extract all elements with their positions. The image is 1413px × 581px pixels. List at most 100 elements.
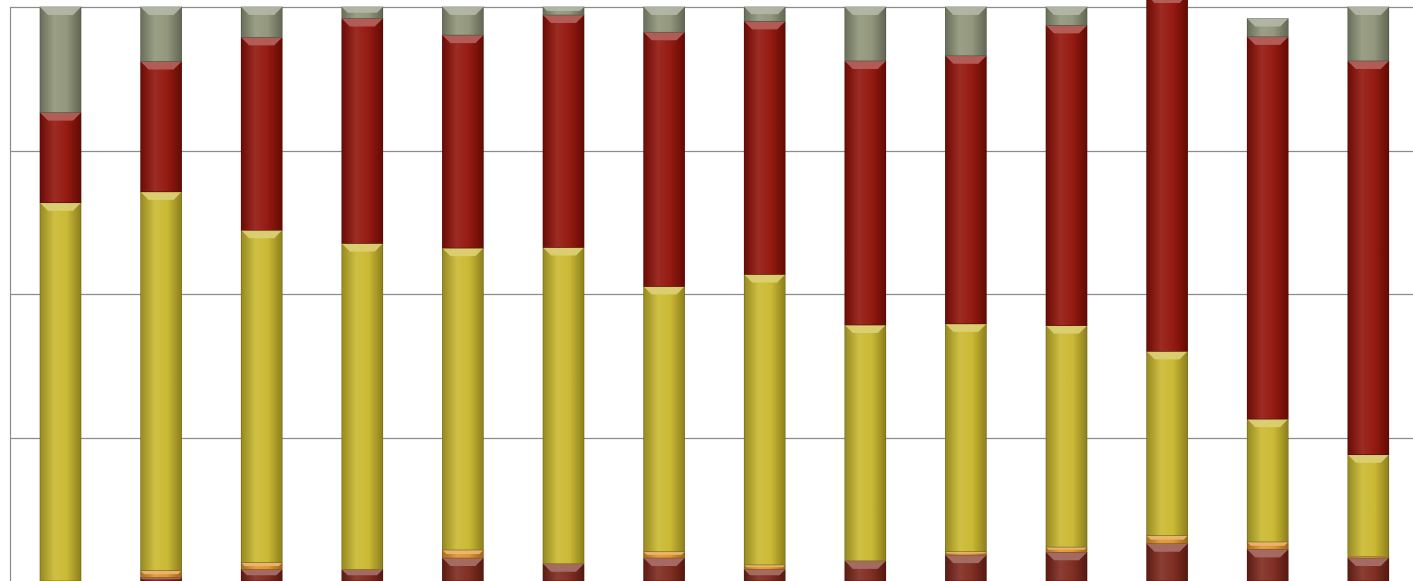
bar-segment-bevel bbox=[1146, 535, 1188, 540]
bar-segment bbox=[1146, 351, 1188, 536]
bar-segment bbox=[542, 14, 585, 248]
bar-segment bbox=[945, 55, 987, 325]
bar-segment-bevel bbox=[341, 569, 383, 576]
bar-segment-bevel bbox=[844, 324, 886, 333]
bar-segment bbox=[1246, 36, 1289, 420]
bar-segment-bevel bbox=[844, 60, 886, 69]
bar-segment-bevel bbox=[945, 7, 987, 15]
bar-stack bbox=[1045, 6, 1088, 581]
bar-segment-bevel bbox=[442, 550, 484, 555]
bar-segment bbox=[341, 18, 384, 244]
bar-stack bbox=[643, 6, 685, 581]
bar-segment-bevel bbox=[1151, 0, 1183, 3]
bar-segment bbox=[844, 324, 887, 562]
bar-segment bbox=[945, 6, 987, 57]
bar-segment-bevel bbox=[1046, 7, 1087, 15]
bar-segment-bevel bbox=[744, 569, 786, 576]
bar-segment-bevel bbox=[1046, 325, 1087, 334]
bar-segment bbox=[140, 6, 182, 62]
bar-segment-bevel bbox=[1247, 549, 1289, 558]
bar-segment bbox=[1246, 418, 1289, 543]
bar-segment bbox=[39, 6, 82, 113]
bar-segment-bevel bbox=[241, 569, 283, 576]
bar-segment-bevel bbox=[241, 230, 283, 239]
bar-segment-bevel bbox=[1046, 25, 1087, 34]
bar-stack bbox=[1347, 6, 1390, 581]
bar-segment bbox=[542, 247, 585, 565]
bar-segment-bevel bbox=[40, 202, 81, 211]
bar-segment-bevel bbox=[140, 570, 182, 575]
bar-segment bbox=[844, 60, 887, 326]
bar-segment-bevel bbox=[1146, 543, 1188, 552]
bar-segment-bevel bbox=[1046, 552, 1087, 561]
bar-segment-bevel bbox=[1347, 454, 1389, 463]
bar-stack bbox=[1146, 0, 1188, 581]
bar-segment-bevel bbox=[40, 7, 81, 15]
bar-stack bbox=[341, 6, 384, 581]
bar-segment bbox=[442, 247, 484, 551]
bar-segment-bevel bbox=[140, 7, 182, 15]
bar-segment-bevel bbox=[442, 7, 484, 15]
bar-stack bbox=[743, 6, 786, 581]
bar-segment-bevel bbox=[643, 286, 685, 295]
bar-segment-bevel bbox=[140, 191, 182, 200]
bar-segment bbox=[1347, 60, 1390, 456]
bar-stack bbox=[945, 6, 987, 581]
bar-segment-bevel bbox=[442, 248, 484, 257]
bar-segment bbox=[844, 6, 887, 62]
bar-segment-bevel bbox=[341, 18, 383, 27]
bar-segment bbox=[743, 21, 786, 275]
bar-segment-bevel bbox=[241, 7, 283, 15]
bar-segment bbox=[240, 229, 283, 563]
bar-segment bbox=[442, 34, 484, 249]
bar-segment-bevel bbox=[1247, 541, 1289, 546]
bar-segment-bevel bbox=[945, 323, 987, 332]
bar-segment bbox=[945, 323, 987, 553]
bar-segment-bevel bbox=[1347, 7, 1389, 15]
bar-segment-bevel bbox=[543, 563, 584, 572]
bar-segment bbox=[140, 191, 182, 571]
bar-segment bbox=[39, 202, 82, 581]
bar-segment-bevel bbox=[1247, 419, 1289, 428]
bar-segment bbox=[643, 286, 685, 553]
bar-segment-bevel bbox=[744, 274, 786, 283]
bar-segment-bevel bbox=[945, 55, 987, 64]
bar-segment-bevel bbox=[543, 247, 584, 256]
bar-segment-bevel bbox=[643, 558, 685, 567]
bar-segment-bevel bbox=[1046, 547, 1087, 550]
bar-segment-bevel bbox=[40, 112, 81, 121]
bar-segment bbox=[1045, 325, 1088, 548]
bar-stack bbox=[39, 6, 82, 581]
bar-segment bbox=[1347, 6, 1390, 62]
bar-segment-bevel bbox=[643, 551, 685, 555]
bar-segment-bevel bbox=[442, 35, 484, 44]
bar-segment-bevel bbox=[442, 558, 484, 567]
bar-stack bbox=[442, 6, 484, 581]
bar-segment-bevel bbox=[241, 562, 283, 567]
bar-stack bbox=[1246, 18, 1289, 581]
bar-segment-bevel bbox=[643, 7, 685, 15]
bar-segment bbox=[643, 31, 685, 287]
bar-segment-bevel bbox=[945, 551, 987, 554]
bar-segment-bevel bbox=[1146, 351, 1188, 360]
bar-stack bbox=[844, 6, 887, 581]
bar-segment bbox=[743, 274, 786, 566]
bar-segment-bevel bbox=[744, 21, 786, 30]
bar-stack bbox=[542, 6, 585, 581]
bar-segment bbox=[1347, 454, 1390, 557]
bar-segment-bevel bbox=[543, 7, 584, 12]
bar-segment-bevel bbox=[1247, 18, 1289, 27]
bar-segment-bevel bbox=[1347, 60, 1389, 69]
bar-segment-bevel bbox=[1247, 36, 1289, 45]
bar-segment-bevel bbox=[643, 32, 685, 41]
bar-segment-bevel bbox=[241, 37, 283, 46]
bar-segment bbox=[240, 37, 283, 231]
bar-stack bbox=[240, 6, 283, 581]
bar-segment bbox=[1146, 0, 1188, 352]
bar-segment-bevel bbox=[945, 555, 987, 564]
bar-segment bbox=[140, 61, 182, 193]
bar-segment bbox=[341, 243, 384, 570]
bar-segment-bevel bbox=[140, 577, 182, 580]
